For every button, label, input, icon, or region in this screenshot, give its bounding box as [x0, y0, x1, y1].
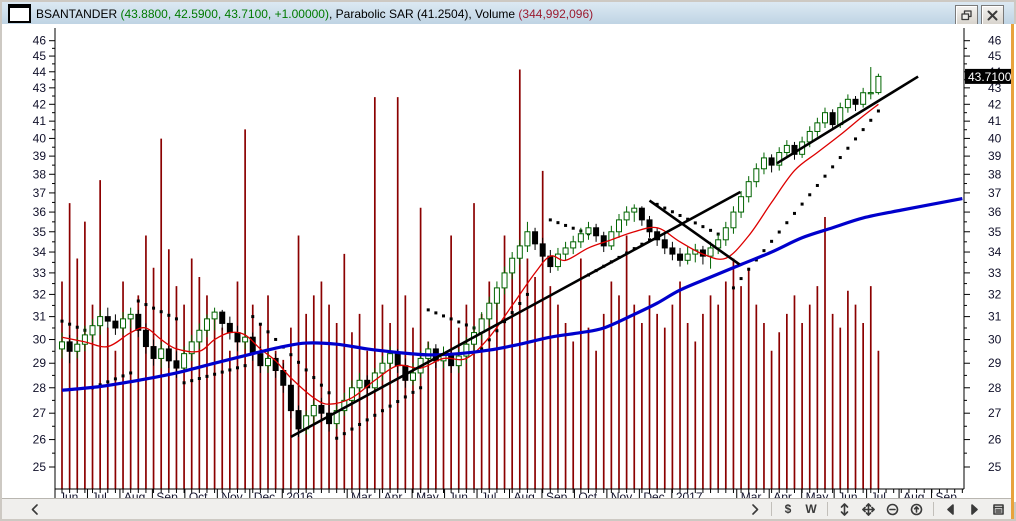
close-icon — [987, 10, 998, 20]
currency-button-label: $ — [784, 502, 792, 516]
svg-text:35: 35 — [33, 225, 47, 239]
window-icon — [8, 4, 31, 23]
svg-text:40: 40 — [33, 131, 47, 145]
prev-arrow-icon — [947, 503, 954, 515]
svg-text:45: 45 — [33, 49, 47, 63]
scroll-right-button[interactable] — [747, 501, 762, 517]
svg-text:42: 42 — [988, 97, 1002, 111]
trendlines[interactable] — [290, 75, 919, 439]
svg-text:35: 35 — [988, 225, 1002, 239]
svg-text:42: 42 — [33, 97, 47, 111]
toolbar-separator — [771, 502, 772, 516]
svg-text:41: 41 — [33, 114, 47, 128]
candlesticks — [59, 67, 882, 437]
svg-text:29: 29 — [988, 356, 1002, 370]
svg-text:30: 30 — [988, 333, 1002, 347]
workspace-edge-strip — [1011, 24, 1014, 519]
svg-text:25: 25 — [33, 460, 47, 474]
periodicity-weekly-button[interactable]: W — [804, 501, 818, 517]
svg-text:40: 40 — [988, 131, 1002, 145]
ma-fast-line — [61, 103, 879, 405]
data-window-icon[interactable] — [991, 501, 1006, 517]
svg-text:33: 33 — [33, 266, 47, 280]
svg-text:36: 36 — [33, 205, 47, 219]
svg-text:32: 32 — [33, 287, 47, 301]
toolbar-separator — [827, 502, 828, 516]
next-arrow-icon — [971, 503, 978, 515]
next-arrow-icon[interactable] — [967, 501, 982, 517]
restore-window-button[interactable] — [955, 5, 978, 25]
svg-text:41: 41 — [988, 114, 1002, 128]
svg-text:30: 30 — [33, 333, 47, 347]
svg-text:46: 46 — [988, 34, 1002, 48]
svg-text:36: 36 — [988, 205, 1002, 219]
zoom-in-icon[interactable] — [909, 501, 924, 517]
pan-icon[interactable] — [861, 501, 876, 517]
title-part: , Parabolic SAR (41.2504), Volume — [328, 6, 519, 21]
pan-icon — [862, 502, 875, 516]
ma-slow-line — [61, 197, 963, 392]
svg-text:33: 33 — [988, 266, 1002, 280]
svg-text:26: 26 — [33, 433, 47, 447]
svg-text:31: 31 — [988, 310, 1002, 324]
data-window-icon — [993, 503, 1004, 515]
svg-text:44: 44 — [33, 65, 47, 79]
svg-text:43.7100: 43.7100 — [968, 70, 1012, 84]
svg-text:37: 37 — [988, 186, 1002, 200]
price-chart-svg[interactable]: 25 26 27 28 29 30 31 32 33 34 35 36 37 38 39 40 41 42 43 44… — [2, 24, 1016, 504]
toolbar-separator — [933, 502, 934, 516]
svg-text:25: 25 — [988, 460, 1002, 474]
svg-text:32: 32 — [988, 287, 1002, 301]
y-axis-right: 2526272829303132333435363738394041424344… — [964, 34, 1002, 474]
svg-text:34: 34 — [988, 245, 1002, 259]
zoom-out-icon[interactable] — [885, 501, 900, 517]
volume-bars — [61, 69, 880, 489]
scroll-left-button[interactable] — [2, 501, 49, 517]
svg-text:37: 37 — [33, 186, 47, 200]
zoom-in-icon — [910, 503, 923, 515]
svg-text:45: 45 — [988, 49, 1002, 63]
svg-text:27: 27 — [33, 406, 47, 420]
close-window-button[interactable] — [981, 5, 1004, 25]
svg-text:31: 31 — [33, 310, 47, 324]
window-title: BSANTANDER (43.8800, 42.5900, 43.7100, +… — [36, 7, 593, 21]
svg-text:27: 27 — [988, 406, 1002, 420]
currency-button[interactable]: $ — [781, 501, 795, 517]
svg-text:46: 46 — [33, 34, 47, 48]
fit-vertical-icon[interactable] — [837, 501, 852, 517]
y-axis-left: 25 26 27 28 29 30 31 32 33 34 35 36 37 38 39 40 41 42 43 44… — [33, 34, 55, 474]
zoom-out-icon — [886, 503, 899, 515]
fit-vertical-icon — [840, 502, 849, 516]
svg-text:34: 34 — [33, 245, 47, 259]
last-price-marker: 43.7100 — [965, 68, 1014, 84]
chart-area[interactable]: 25 26 27 28 29 30 31 32 33 34 35 36 37 38 39 40 41 42 43 44… — [2, 24, 1016, 504]
svg-text:38: 38 — [33, 167, 47, 181]
svg-text:39: 39 — [33, 149, 47, 163]
title-bar[interactable]: BSANTANDER (43.8800, 42.5900, 43.7100, +… — [2, 2, 1014, 26]
svg-text:43: 43 — [33, 81, 47, 95]
svg-text:26: 26 — [988, 433, 1002, 447]
title-part: (43.8800, 42.5900, 43.7100, +1.00000) — [120, 6, 329, 21]
bottom-toolbar: $ W — [2, 498, 1014, 519]
svg-text:38: 38 — [988, 167, 1002, 181]
svg-text:28: 28 — [33, 381, 47, 395]
svg-text:43: 43 — [988, 81, 1002, 95]
svg-text:29: 29 — [33, 356, 47, 370]
title-part: (344,992,096) — [518, 6, 594, 21]
title-part: BSANTANDER — [36, 6, 121, 21]
prev-arrow-icon[interactable] — [943, 501, 958, 517]
restore-icon — [961, 9, 972, 20]
periodicity-weekly-button-label: W — [805, 502, 817, 516]
svg-text:28: 28 — [988, 381, 1002, 395]
svg-text:39: 39 — [988, 149, 1002, 163]
